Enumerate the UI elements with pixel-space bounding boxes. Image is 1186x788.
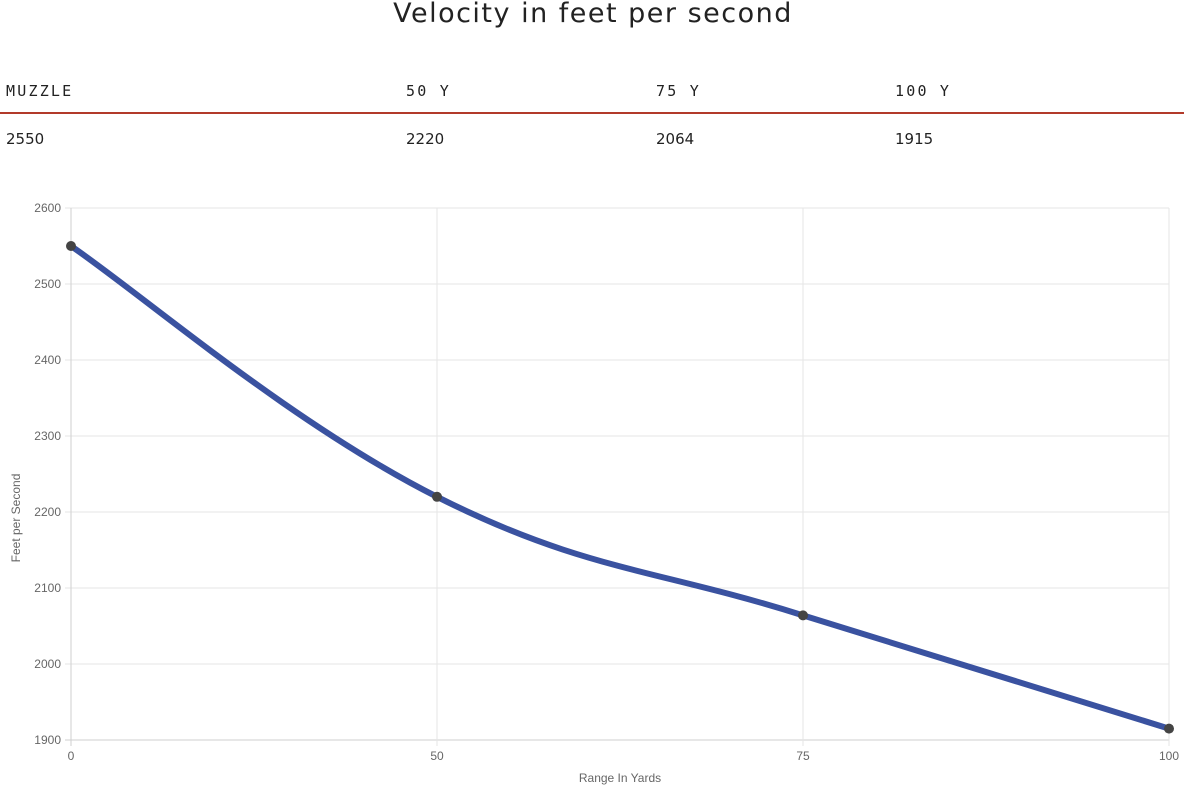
value-50-yards: 2220 — [406, 130, 445, 148]
y-tick-label: 2500 — [34, 277, 61, 291]
x-axis-label: Range In Yards — [579, 771, 661, 785]
data-point — [798, 610, 808, 621]
y-tick-label: 2200 — [34, 505, 61, 519]
value-75-yards: 2064 — [656, 130, 695, 148]
y-tick-label: 2300 — [34, 429, 61, 443]
y-tick-label: 2100 — [34, 581, 61, 595]
header-muzzle: MUZZLE — [6, 82, 74, 100]
data-point — [66, 241, 76, 251]
page-title: Velocity in feet per second — [393, 0, 793, 29]
y-axis-label: Feet per Second — [9, 474, 23, 563]
x-tick-label: 75 — [796, 749, 810, 763]
velocity-table-header-row: MUZZLE 50 Y 75 Y 100 Y — [0, 74, 1184, 114]
velocity-chart: 1900 2000 2100 2200 2300 2400 2500 2600 0 50 75 10… — [9, 201, 1180, 785]
x-tick-label: 50 — [430, 749, 444, 763]
value-100-yards: 1915 — [895, 130, 934, 148]
data-points — [66, 241, 1174, 734]
y-tick-label: 2600 — [34, 201, 61, 215]
x-axis-ticks: 0 50 75 100 — [68, 749, 1180, 763]
velocity-table-value-row: 2550 2220 2064 1915 — [0, 114, 1184, 154]
header-50-yards: 50 Y — [406, 82, 451, 100]
velocity-series-line — [68, 243, 1172, 732]
y-tick-label: 2000 — [34, 657, 61, 671]
data-point — [432, 491, 442, 502]
header-75-yards: 75 Y — [656, 82, 701, 100]
x-tick-label: 100 — [1159, 749, 1179, 763]
velocity-table: MUZZLE 50 Y 75 Y 100 Y 2550 2220 2064 19… — [0, 74, 1184, 154]
x-tick-label: 0 — [68, 749, 75, 763]
value-muzzle: 2550 — [6, 130, 45, 148]
chart-grid — [65, 207, 1170, 746]
y-axis-ticks: 1900 2000 2100 2200 2300 2400 2500 2600 — [34, 201, 61, 747]
y-tick-label: 2400 — [34, 353, 61, 367]
y-tick-label: 1900 — [34, 733, 61, 747]
data-point — [1164, 723, 1174, 734]
header-100-yards: 100 Y — [895, 82, 952, 100]
